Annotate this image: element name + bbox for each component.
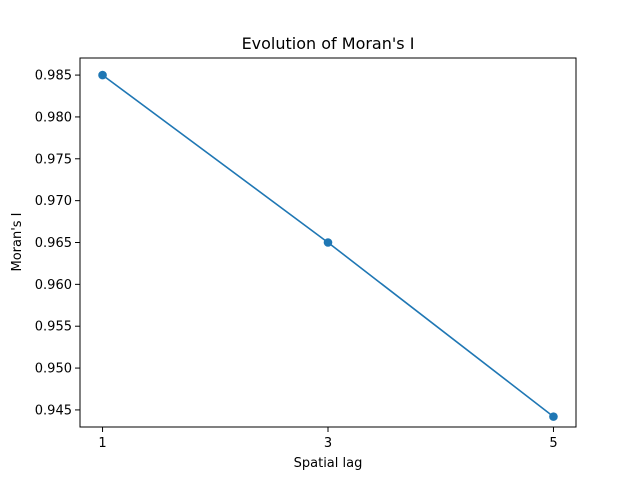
y-tick-label: 0.985 — [35, 69, 72, 84]
y-tick-label: 0.965 — [35, 236, 72, 251]
x-tick-label: 5 — [549, 436, 557, 451]
y-tick-label: 0.945 — [35, 403, 72, 418]
data-point — [549, 412, 558, 421]
y-tick-label: 0.980 — [35, 110, 72, 125]
series-layer — [98, 70, 558, 421]
x-axis-label: Spatial lag — [294, 456, 363, 471]
y-tick-label: 0.950 — [35, 362, 72, 377]
data-point — [323, 238, 333, 247]
data-point — [98, 70, 107, 80]
y-tick-label: 0.970 — [35, 194, 72, 209]
x-tick-label: 3 — [324, 436, 332, 451]
y-axis-label: Moran's I — [10, 212, 25, 271]
x-axis: 1 3 5 — [98, 427, 558, 451]
y-tick-label: 0.975 — [35, 152, 72, 167]
x-tick-label: 1 — [98, 436, 106, 451]
y-axis: 0.945 0.950 0.955 0.960 0.965 0.970 0.975 0.980… — [35, 69, 80, 418]
y-tick-label: 0.955 — [35, 320, 72, 335]
y-tick-label: 0.960 — [35, 278, 72, 293]
chart-title: Evolution of Moran's I — [242, 34, 415, 53]
